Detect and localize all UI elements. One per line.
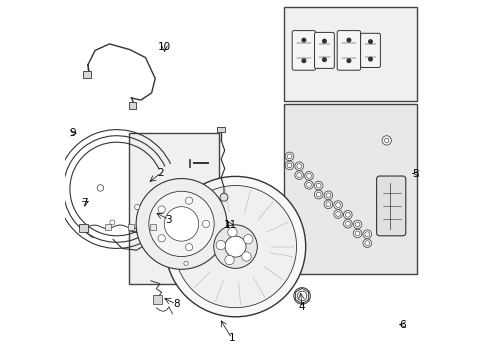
Circle shape	[158, 206, 165, 213]
Text: 11: 11	[223, 220, 236, 230]
Circle shape	[110, 220, 115, 225]
Circle shape	[220, 193, 227, 201]
Bar	[152, 295, 162, 304]
Circle shape	[324, 191, 332, 199]
Circle shape	[296, 164, 301, 168]
Circle shape	[325, 202, 330, 207]
FancyBboxPatch shape	[360, 33, 380, 68]
Circle shape	[335, 212, 340, 216]
Circle shape	[134, 204, 140, 210]
FancyBboxPatch shape	[292, 31, 315, 70]
Text: 8: 8	[172, 299, 179, 309]
Text: 9: 9	[69, 128, 76, 138]
Bar	[284, 104, 416, 274]
Circle shape	[285, 152, 293, 161]
Circle shape	[243, 235, 252, 244]
Circle shape	[354, 222, 359, 227]
Circle shape	[294, 162, 303, 171]
Text: 2: 2	[157, 168, 164, 178]
Bar	[104, 224, 110, 230]
Circle shape	[97, 185, 103, 191]
Circle shape	[316, 192, 321, 197]
Bar	[129, 102, 136, 109]
Circle shape	[213, 225, 257, 268]
Circle shape	[345, 212, 349, 217]
Text: 10: 10	[158, 42, 171, 52]
Circle shape	[314, 190, 322, 199]
Circle shape	[302, 38, 305, 42]
Circle shape	[306, 183, 311, 187]
Circle shape	[343, 220, 351, 228]
Circle shape	[148, 191, 214, 257]
Circle shape	[325, 193, 330, 198]
Circle shape	[185, 244, 192, 251]
Circle shape	[316, 183, 321, 188]
Circle shape	[381, 136, 390, 145]
Bar	[284, 7, 416, 101]
Bar	[79, 224, 88, 232]
Circle shape	[335, 203, 340, 207]
Text: 4: 4	[298, 302, 305, 312]
Circle shape	[227, 228, 237, 237]
Circle shape	[164, 207, 198, 241]
Circle shape	[286, 154, 291, 159]
Circle shape	[384, 138, 388, 143]
FancyBboxPatch shape	[337, 31, 360, 70]
FancyBboxPatch shape	[376, 176, 405, 236]
Circle shape	[241, 252, 251, 261]
Circle shape	[293, 288, 310, 304]
Circle shape	[364, 232, 369, 237]
Circle shape	[285, 161, 293, 170]
Circle shape	[354, 231, 359, 236]
Circle shape	[368, 57, 371, 61]
Bar	[128, 224, 134, 230]
Circle shape	[306, 174, 311, 178]
Circle shape	[362, 230, 371, 238]
Circle shape	[165, 176, 305, 317]
Circle shape	[352, 229, 361, 238]
Circle shape	[322, 58, 325, 62]
Circle shape	[322, 39, 325, 43]
Circle shape	[286, 163, 291, 168]
Circle shape	[136, 179, 226, 269]
Circle shape	[183, 261, 188, 266]
Bar	[217, 127, 224, 132]
Text: 7: 7	[81, 198, 87, 208]
Circle shape	[362, 239, 371, 248]
Bar	[82, 71, 91, 78]
Circle shape	[174, 185, 296, 308]
Circle shape	[304, 181, 313, 189]
Text: 5: 5	[411, 168, 418, 179]
Circle shape	[346, 59, 350, 63]
Bar	[129, 133, 219, 284]
Circle shape	[202, 220, 209, 228]
Text: 1: 1	[228, 333, 235, 343]
Circle shape	[224, 255, 234, 265]
Circle shape	[333, 210, 342, 218]
Circle shape	[345, 221, 349, 226]
Circle shape	[294, 171, 303, 180]
Text: 3: 3	[165, 215, 172, 225]
Circle shape	[216, 240, 225, 250]
Circle shape	[224, 236, 245, 257]
Circle shape	[302, 59, 305, 63]
Circle shape	[314, 181, 322, 190]
Circle shape	[304, 172, 313, 180]
Circle shape	[158, 235, 165, 242]
Circle shape	[343, 211, 351, 219]
Circle shape	[346, 38, 350, 42]
Circle shape	[185, 197, 192, 204]
Circle shape	[296, 173, 301, 177]
Circle shape	[333, 201, 342, 210]
FancyBboxPatch shape	[314, 32, 334, 68]
Circle shape	[368, 40, 371, 44]
Circle shape	[297, 291, 306, 301]
Circle shape	[352, 220, 361, 229]
Text: 6: 6	[399, 320, 406, 330]
Bar	[149, 224, 155, 230]
Circle shape	[324, 200, 332, 209]
Circle shape	[364, 241, 369, 246]
